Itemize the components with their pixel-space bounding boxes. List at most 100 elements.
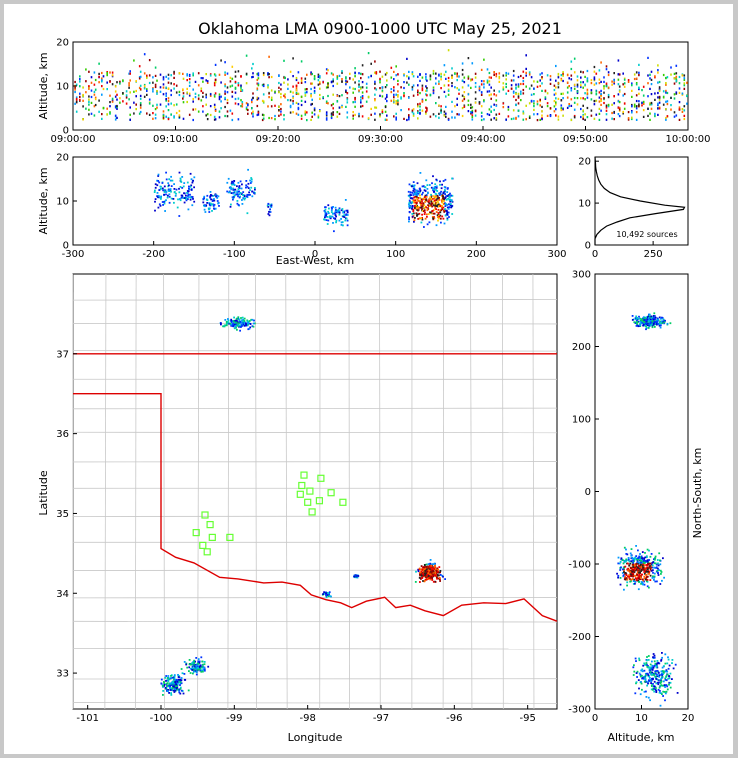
north-south-source	[630, 548, 633, 550]
plan-view-source	[170, 692, 172, 694]
plan-view-source	[170, 684, 173, 687]
lma-station	[315, 497, 323, 505]
altitude-time-source	[325, 68, 328, 71]
altitude-time-source	[618, 108, 621, 111]
altitude-time-source	[467, 99, 470, 102]
north-south-source	[635, 322, 638, 325]
altitude-time-source	[573, 108, 576, 111]
altitude-time-source	[297, 102, 300, 106]
y-tick-label: 36	[56, 429, 69, 440]
altitude-time-source	[570, 98, 573, 101]
altitude-time-source	[631, 95, 633, 98]
county-line	[104, 273, 107, 710]
altitude-time-source	[175, 111, 178, 115]
altitude-time-source	[573, 71, 576, 74]
east-west-source	[439, 211, 442, 214]
east-west-source	[408, 211, 411, 214]
altitude-time-source	[352, 87, 354, 90]
altitude-time-source	[595, 72, 598, 75]
altitude-time-source	[600, 94, 602, 97]
altitude-time-source	[129, 91, 131, 94]
altitude-time-source	[440, 78, 442, 81]
altitude-time-source	[539, 118, 541, 121]
altitude-time-source	[397, 101, 399, 104]
altitude-time-source	[93, 90, 96, 93]
altitude-time-source	[178, 93, 181, 97]
plan-view-source	[426, 577, 429, 580]
altitude-time-source	[458, 92, 460, 95]
north-south-source	[646, 320, 649, 323]
altitude-time-source	[586, 88, 589, 91]
altitude-time-source	[528, 102, 531, 105]
altitude-time-source	[419, 102, 421, 105]
plan-view-source	[162, 685, 164, 687]
altitude-time-source	[231, 112, 234, 115]
east-west-source	[338, 213, 341, 216]
county-line	[72, 702, 558, 704]
east-west-source	[414, 199, 417, 202]
north-south-source	[639, 571, 641, 574]
east-west-source	[420, 204, 423, 207]
north-south-source	[648, 559, 651, 561]
plan-view-source	[429, 578, 432, 581]
east-west-source	[226, 190, 229, 193]
north-south-source	[664, 653, 667, 656]
east-west-source	[185, 194, 187, 197]
plan-view-source	[173, 691, 176, 693]
east-west-source	[437, 216, 439, 218]
plan-view-source	[222, 325, 224, 328]
altitude-time-source	[560, 109, 563, 112]
east-west-source	[421, 218, 424, 221]
north-south-source	[631, 573, 634, 576]
altitude-time-source	[510, 87, 513, 90]
altitude-time-source	[454, 105, 456, 108]
plan-view-source	[179, 686, 182, 689]
north-south-source	[654, 316, 657, 319]
east-west-source	[419, 194, 421, 197]
north-south-source	[653, 317, 655, 319]
altitude-time-source	[557, 86, 560, 89]
east-west-source	[435, 193, 438, 196]
north-south-source	[646, 548, 649, 551]
altitude-time-source	[292, 75, 294, 78]
lma-station	[201, 511, 209, 519]
north-south-source	[623, 561, 626, 563]
plan-view-source	[174, 689, 177, 692]
east-west-source	[211, 210, 213, 212]
north-south-source	[635, 565, 638, 568]
map-xlabel: Longitude	[288, 731, 343, 744]
north-south-source	[645, 319, 648, 322]
altitude-time-source	[590, 91, 593, 94]
north-south-source	[643, 564, 646, 567]
altitude-time-source	[361, 91, 364, 94]
altitude-time-source	[421, 84, 424, 87]
east-west-source	[326, 223, 329, 225]
county-line	[227, 273, 230, 710]
east-west-source	[447, 207, 450, 210]
plan-view-source	[246, 324, 249, 327]
altitude-time-source	[365, 90, 368, 93]
altitude-time-source	[417, 89, 419, 92]
east-west-source	[346, 224, 349, 227]
east-west-source	[429, 211, 432, 214]
altitude-time-source	[209, 74, 212, 77]
north-south-source	[647, 674, 650, 676]
y-tick-label: 34	[56, 589, 69, 600]
east-west-source	[440, 187, 443, 190]
altitude-time-source	[432, 72, 435, 75]
east-west-source	[163, 188, 166, 191]
east-west-source	[213, 199, 216, 202]
altitude-time-source	[75, 96, 78, 99]
plan-view-source	[227, 322, 230, 325]
altitude-time-source	[522, 70, 525, 73]
north-south-source	[642, 566, 645, 569]
east-west-source	[165, 193, 167, 196]
altitude-time-source	[417, 90, 419, 94]
altitude-time-source	[683, 77, 686, 80]
county-line	[72, 620, 558, 623]
north-south-source	[644, 570, 647, 573]
altitude-time-source	[515, 117, 517, 120]
east-west-source	[236, 193, 239, 196]
altitude-time-source	[167, 100, 170, 103]
north-south-source	[658, 323, 660, 325]
